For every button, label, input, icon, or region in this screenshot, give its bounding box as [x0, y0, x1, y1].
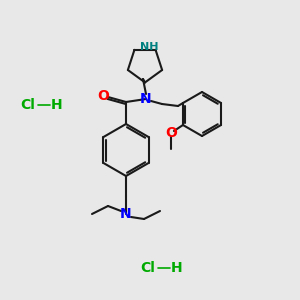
Text: H: H: [51, 98, 63, 112]
Text: Cl: Cl: [141, 261, 155, 275]
Text: NH: NH: [140, 42, 159, 52]
Text: N: N: [140, 92, 152, 106]
Text: O: O: [165, 126, 177, 140]
Text: N: N: [120, 207, 132, 221]
Text: Cl: Cl: [21, 98, 35, 112]
Text: O: O: [97, 89, 109, 103]
Text: H: H: [171, 261, 183, 275]
